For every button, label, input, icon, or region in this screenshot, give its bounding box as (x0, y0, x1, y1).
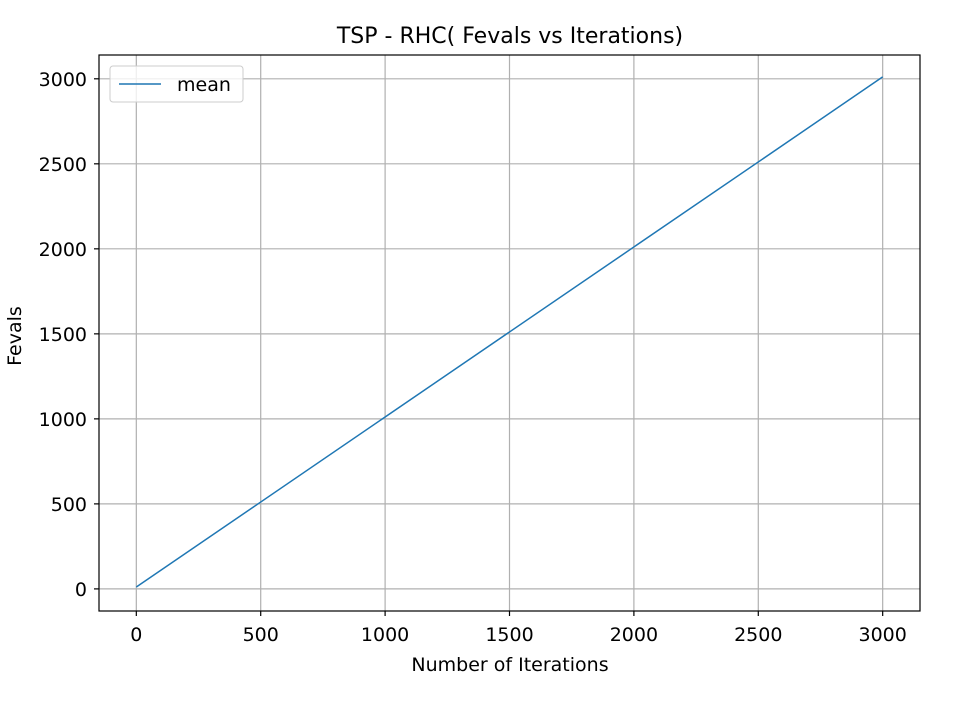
y-tick-label: 3000 (39, 69, 87, 91)
x-tick-label: 1500 (485, 624, 533, 646)
x-tick-label: 3000 (859, 624, 907, 646)
x-tick-label: 1000 (361, 624, 409, 646)
y-tick-label: 500 (51, 494, 87, 516)
series-line-mean (135, 76, 884, 588)
x-axis: 0 500 1000 1500 2000 2500 3000 (130, 611, 907, 646)
legend: mean (109, 65, 244, 103)
series-layer (135, 76, 884, 588)
x-axis-label: Number of Iterations (411, 654, 608, 676)
y-axis: 0 500 1000 1500 2000 2500 3000 (39, 69, 99, 601)
y-tick-label: 2000 (39, 239, 87, 261)
x-tick-label: 2500 (734, 624, 782, 646)
y-axis-label: Fevals (4, 306, 26, 366)
y-tick-label: 1500 (39, 324, 87, 346)
y-tick-label: 1000 (39, 409, 87, 431)
legend-label-mean: mean (177, 74, 231, 96)
x-tick-label: 0 (130, 624, 142, 646)
grid (99, 55, 920, 611)
x-tick-label: 500 (243, 624, 279, 646)
legend-box (109, 65, 244, 103)
chart-title: TSP - RHC( Fevals vs Iterations) (336, 24, 683, 49)
y-tick-label: 0 (75, 579, 87, 601)
y-tick-label: 2500 (39, 154, 87, 176)
x-tick-label: 2000 (610, 624, 658, 646)
